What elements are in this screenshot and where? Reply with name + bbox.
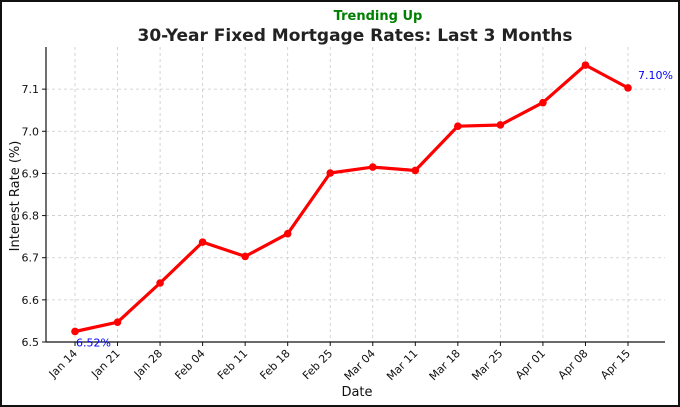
data-point bbox=[411, 166, 420, 175]
x-tick-label: Mar 18 bbox=[427, 347, 463, 383]
x-tick-label: Feb 11 bbox=[215, 347, 250, 382]
chart-subtitle: Trending Up bbox=[334, 9, 423, 24]
data-point bbox=[71, 327, 79, 336]
x-axis-label: Date bbox=[341, 385, 372, 400]
data-point bbox=[454, 122, 462, 131]
grid-lines bbox=[46, 47, 665, 343]
data-point bbox=[368, 163, 377, 171]
x-tick-label: Jan 21 bbox=[88, 347, 122, 381]
x-tick-label: Mar 25 bbox=[469, 347, 505, 383]
y-tick-label: 6.6 bbox=[22, 294, 40, 307]
data-point bbox=[624, 84, 632, 92]
y-tick-label: 6.5 bbox=[22, 336, 40, 349]
y-tick-label: 6.7 bbox=[22, 252, 40, 265]
y-tick-label: 7.1 bbox=[22, 83, 40, 96]
chart-title: 30-Year Fixed Mortgage Rates: Last 3 Mon… bbox=[138, 26, 573, 46]
annotation-label: 6.52% bbox=[76, 336, 111, 349]
annotation-label: 7.10% bbox=[638, 69, 673, 82]
data-point bbox=[496, 121, 505, 129]
y-tick-label: 6.8 bbox=[22, 210, 40, 223]
y-tick-labels: 6.5 6.6 6.7 6.8 6.9 7.0 7.1 bbox=[22, 83, 40, 349]
x-tick-label: Feb 25 bbox=[300, 347, 335, 382]
data-point bbox=[326, 169, 335, 177]
x-tick-label: Feb 04 bbox=[172, 347, 207, 382]
x-tick-label: Mar 11 bbox=[384, 347, 420, 383]
data-point bbox=[198, 238, 207, 246]
y-tick-label: 7.0 bbox=[22, 125, 40, 138]
x-tick-label: Apr 08 bbox=[556, 347, 591, 382]
x-tick-label: Jan 28 bbox=[131, 347, 165, 381]
y-axis-label: Interest Rate (%) bbox=[8, 141, 23, 252]
series-line bbox=[73, 63, 630, 334]
data-point bbox=[241, 252, 249, 261]
x-tick-label: Mar 04 bbox=[342, 347, 378, 383]
x-tick-label: Jan 14 bbox=[46, 347, 80, 381]
data-point bbox=[581, 61, 590, 69]
x-tick-labels: Jan 14 Jan 21 Jan 28 Feb 04 Feb 11 Feb 18 Feb … bbox=[46, 347, 633, 383]
data-point bbox=[113, 318, 122, 326]
series-rate bbox=[71, 61, 632, 336]
x-tick-label: Apr 15 bbox=[598, 347, 633, 382]
x-tick-label: Feb 18 bbox=[257, 347, 292, 382]
data-point bbox=[283, 229, 292, 238]
data-point bbox=[156, 279, 164, 287]
y-tick-label: 6.9 bbox=[22, 167, 40, 180]
axes bbox=[42, 47, 665, 346]
x-tick-label: Apr 01 bbox=[513, 347, 548, 382]
data-point bbox=[539, 98, 547, 107]
annotations: 6.52% 7.10% bbox=[76, 69, 673, 350]
